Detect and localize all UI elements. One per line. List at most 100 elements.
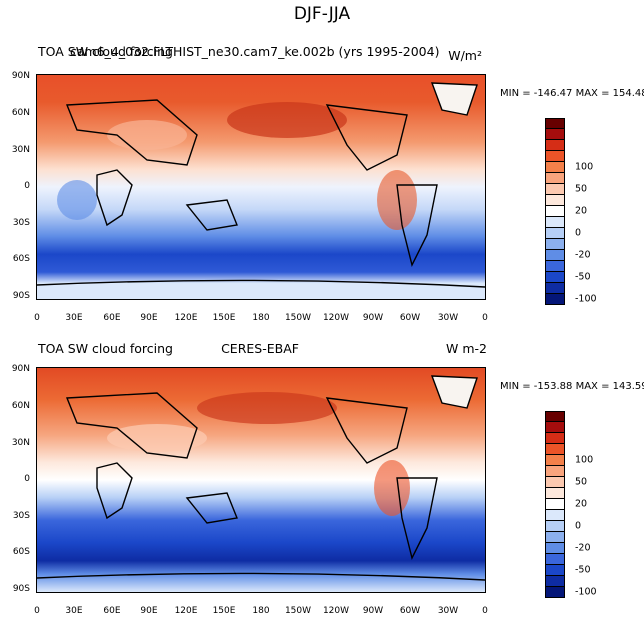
- map-fill-svg: [37, 368, 485, 592]
- colorbar-label: -50: [575, 564, 591, 576]
- lat-tick: 90S: [12, 584, 30, 594]
- panel-units-label: W/m²: [448, 48, 482, 63]
- colorbar-swatch: [545, 499, 565, 510]
- lat-tick: 60N: [11, 108, 30, 118]
- lon-tick: 90E: [140, 313, 158, 323]
- colorbar-swatch: [545, 543, 565, 554]
- colorbar-label: -100: [575, 586, 597, 598]
- colorbar: [545, 118, 565, 305]
- colorbar-swatch: [545, 184, 565, 195]
- panel-left-label: TOA SW cloud forcing: [38, 341, 173, 356]
- lon-tick: 120W: [322, 606, 350, 616]
- colorbar-swatch: [545, 118, 565, 129]
- colorbar-swatch: [545, 444, 565, 455]
- lon-tick: 60W: [399, 313, 421, 323]
- lon-tick: 120E: [174, 606, 198, 616]
- colorbar-swatch: [545, 140, 565, 151]
- panel-case-label: cam6_4_032.FLTHIST_ne30.cam7_ke.002b (yr…: [70, 44, 440, 59]
- colorbar-swatch: [545, 532, 565, 543]
- panel-observation: TOA SW cloud forcing CERES-EBAF W m-2 MI…: [0, 333, 644, 623]
- min-max-text: MIN = -153.88 MAX = 143.59: [500, 381, 644, 392]
- lon-tick: 60E: [103, 313, 121, 323]
- lon-tick: 150W: [284, 606, 312, 616]
- colorbar-swatch: [545, 217, 565, 228]
- lon-tick: 60E: [103, 606, 121, 616]
- lon-tick: 150E: [212, 606, 236, 616]
- colorbar-label: 20: [575, 205, 588, 217]
- lat-tick: 30S: [12, 511, 30, 521]
- lon-tick: 90W: [362, 606, 384, 616]
- colorbar-label: -100: [575, 293, 597, 305]
- colorbar-swatch: [545, 587, 565, 598]
- colorbar-swatch: [545, 576, 565, 587]
- colorbar-swatch: [545, 422, 565, 433]
- lat-tick: 90N: [11, 364, 30, 374]
- figure-title: DJF-JJA: [293, 4, 351, 24]
- colorbar-swatch: [545, 433, 565, 444]
- lon-tick: 180: [252, 313, 270, 323]
- colorbar-label: 50: [575, 476, 588, 488]
- colorbar-swatch: [545, 565, 565, 576]
- colorbar-swatch: [545, 250, 565, 261]
- lat-tick: 30S: [12, 218, 30, 228]
- lon-tick: 90W: [362, 313, 384, 323]
- colorbar-swatch: [545, 294, 565, 305]
- lat-tick: 60N: [11, 401, 30, 411]
- lon-tick: 150W: [284, 313, 312, 323]
- colorbar-swatch: [545, 261, 565, 272]
- colorbar-label: 100: [575, 454, 594, 466]
- colorbar-swatch: [545, 455, 565, 466]
- map-fill-svg: [37, 75, 485, 299]
- lon-tick: 60W: [399, 606, 421, 616]
- colorbar-label: 50: [575, 183, 588, 195]
- panel-left-label: TOA SW cloud forcing: [38, 44, 173, 59]
- colorbar-swatch: [545, 151, 565, 162]
- colorbar-swatch: [545, 206, 565, 217]
- colorbar-swatch: [545, 173, 565, 184]
- colorbar-swatch: [545, 129, 565, 140]
- contour-map: [37, 75, 485, 299]
- lon-tick: 30W: [437, 606, 459, 616]
- panel-units-label: W m-2: [446, 341, 487, 356]
- lat-tick: 0: [24, 474, 30, 484]
- lat-tick: 90S: [12, 291, 30, 301]
- colorbar-label: 100: [575, 161, 594, 173]
- colorbar-label: -50: [575, 271, 591, 283]
- colorbar-swatch: [545, 554, 565, 565]
- colorbar-swatch: [545, 283, 565, 294]
- panel-center-label: CERES-EBAF: [221, 341, 299, 356]
- lon-tick: 120E: [174, 313, 198, 323]
- lon-tick: 150E: [212, 313, 236, 323]
- colorbar-swatch: [545, 239, 565, 250]
- lat-tick: 30N: [11, 438, 30, 448]
- lon-tick: 0: [482, 313, 488, 323]
- colorbar-swatch: [545, 195, 565, 206]
- colorbar-swatch: [545, 510, 565, 521]
- lon-tick: 90E: [140, 606, 158, 616]
- lon-tick: 0: [34, 606, 40, 616]
- colorbar-swatch: [545, 488, 565, 499]
- lat-tick: 90N: [11, 71, 30, 81]
- lat-tick: 60S: [12, 547, 30, 557]
- lon-tick: 120W: [322, 313, 350, 323]
- colorbar-label: 0: [575, 227, 582, 239]
- lat-tick: 0: [24, 181, 30, 191]
- colorbar-swatch: [545, 228, 565, 239]
- colorbar-label: -20: [575, 542, 591, 554]
- colorbar-label: 20: [575, 498, 588, 510]
- colorbar-swatch: [545, 477, 565, 488]
- lon-tick: 0: [34, 313, 40, 323]
- colorbar: [545, 411, 565, 598]
- panel-model: TOA SW cloud forcing cam6_4_032.FLTHIST_…: [0, 40, 644, 330]
- lat-tick: 60S: [12, 254, 30, 264]
- min-max-text: MIN = -146.47 MAX = 154.48: [500, 88, 644, 99]
- lat-tick: 30N: [11, 145, 30, 155]
- colorbar-label: -20: [575, 249, 591, 261]
- lon-tick: 30W: [437, 313, 459, 323]
- colorbar-swatch: [545, 521, 565, 532]
- lon-tick: 0: [482, 606, 488, 616]
- colorbar-swatch: [545, 411, 565, 422]
- contour-map: [37, 368, 485, 592]
- colorbar-label: 0: [575, 520, 582, 532]
- lon-tick: 180: [252, 606, 270, 616]
